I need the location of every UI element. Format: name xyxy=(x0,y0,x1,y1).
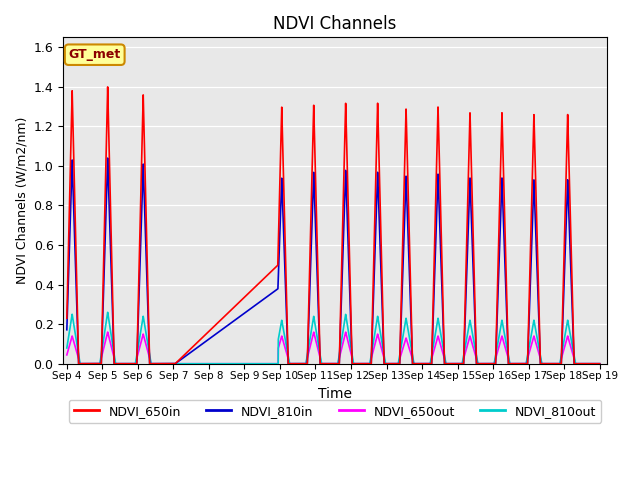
Y-axis label: NDVI Channels (W/m2/nm): NDVI Channels (W/m2/nm) xyxy=(15,117,28,284)
X-axis label: Time: Time xyxy=(318,387,352,401)
Text: GT_met: GT_met xyxy=(68,48,121,61)
Legend: NDVI_650in, NDVI_810in, NDVI_650out, NDVI_810out: NDVI_650in, NDVI_810in, NDVI_650out, NDV… xyxy=(68,400,601,423)
Title: NDVI Channels: NDVI Channels xyxy=(273,15,397,33)
